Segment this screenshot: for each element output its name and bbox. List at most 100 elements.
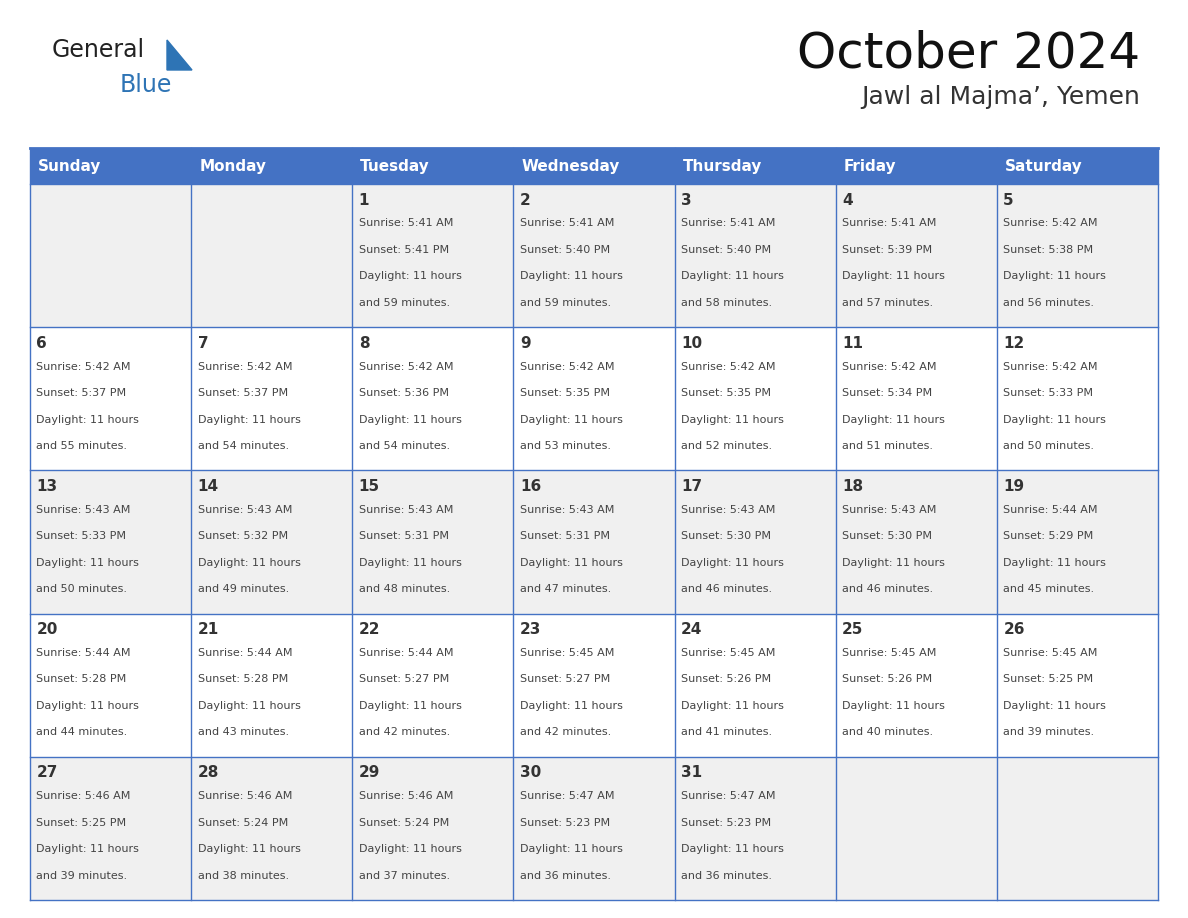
Text: Sunset: 5:25 PM: Sunset: 5:25 PM (1004, 675, 1093, 685)
Text: Sunset: 5:31 PM: Sunset: 5:31 PM (359, 532, 449, 542)
Text: Daylight: 11 hours: Daylight: 11 hours (359, 272, 462, 281)
Text: Sunrise: 5:42 AM: Sunrise: 5:42 AM (37, 362, 131, 372)
Text: Sunrise: 5:41 AM: Sunrise: 5:41 AM (359, 218, 453, 229)
Text: Daylight: 11 hours: Daylight: 11 hours (197, 701, 301, 711)
Text: and 50 minutes.: and 50 minutes. (37, 584, 127, 594)
Text: Daylight: 11 hours: Daylight: 11 hours (1004, 272, 1106, 281)
Text: Daylight: 11 hours: Daylight: 11 hours (359, 558, 462, 567)
Text: and 54 minutes.: and 54 minutes. (197, 441, 289, 451)
Text: 31: 31 (681, 766, 702, 780)
Bar (997, 613, 1158, 756)
Text: Sunrise: 5:42 AM: Sunrise: 5:42 AM (1004, 218, 1098, 229)
Text: Wednesday: Wednesday (522, 159, 620, 174)
Text: Sunrise: 5:43 AM: Sunrise: 5:43 AM (37, 505, 131, 515)
Text: Sunset: 5:24 PM: Sunset: 5:24 PM (359, 818, 449, 828)
Bar (353, 327, 513, 470)
Text: Sunset: 5:29 PM: Sunset: 5:29 PM (1004, 532, 1093, 542)
Text: 11: 11 (842, 336, 864, 351)
Text: Sunset: 5:25 PM: Sunset: 5:25 PM (37, 818, 127, 828)
Text: Sunrise: 5:42 AM: Sunrise: 5:42 AM (842, 362, 936, 372)
Text: 16: 16 (520, 479, 541, 494)
Text: Sunrise: 5:41 AM: Sunrise: 5:41 AM (842, 218, 936, 229)
Text: Daylight: 11 hours: Daylight: 11 hours (520, 558, 623, 567)
Text: Saturday: Saturday (1005, 159, 1082, 174)
Text: Sunset: 5:33 PM: Sunset: 5:33 PM (37, 532, 126, 542)
Bar (675, 756, 835, 900)
Text: Sunset: 5:37 PM: Sunset: 5:37 PM (37, 388, 127, 398)
Text: and 42 minutes.: and 42 minutes. (520, 727, 611, 737)
Text: Sunrise: 5:42 AM: Sunrise: 5:42 AM (520, 362, 614, 372)
Bar (30, 184, 191, 327)
Text: Daylight: 11 hours: Daylight: 11 hours (520, 845, 623, 854)
Text: and 47 minutes.: and 47 minutes. (520, 584, 611, 594)
Bar (353, 148, 513, 184)
Text: October 2024: October 2024 (797, 30, 1140, 78)
Text: Daylight: 11 hours: Daylight: 11 hours (520, 701, 623, 711)
Text: 28: 28 (197, 766, 219, 780)
Bar (675, 184, 835, 327)
Text: Daylight: 11 hours: Daylight: 11 hours (359, 701, 462, 711)
Text: 27: 27 (37, 766, 58, 780)
Text: Daylight: 11 hours: Daylight: 11 hours (197, 845, 301, 854)
Bar (675, 470, 835, 613)
Text: Sunset: 5:38 PM: Sunset: 5:38 PM (1004, 245, 1093, 255)
Text: Sunrise: 5:45 AM: Sunrise: 5:45 AM (681, 648, 776, 658)
Text: 24: 24 (681, 622, 702, 637)
Bar (353, 470, 513, 613)
Text: 1: 1 (359, 193, 369, 207)
Text: Sunset: 5:23 PM: Sunset: 5:23 PM (681, 818, 771, 828)
Text: 22: 22 (359, 622, 380, 637)
Text: Sunrise: 5:41 AM: Sunrise: 5:41 AM (681, 218, 776, 229)
Text: Daylight: 11 hours: Daylight: 11 hours (1004, 701, 1106, 711)
Bar (835, 613, 997, 756)
Text: 6: 6 (37, 336, 48, 351)
Text: 26: 26 (1004, 622, 1025, 637)
Text: Sunset: 5:28 PM: Sunset: 5:28 PM (37, 675, 127, 685)
Text: Daylight: 11 hours: Daylight: 11 hours (842, 272, 944, 281)
Text: Sunrise: 5:43 AM: Sunrise: 5:43 AM (842, 505, 936, 515)
Text: Sunday: Sunday (38, 159, 101, 174)
Text: Daylight: 11 hours: Daylight: 11 hours (681, 701, 784, 711)
Text: Daylight: 11 hours: Daylight: 11 hours (197, 558, 301, 567)
Bar (997, 184, 1158, 327)
Text: Sunset: 5:32 PM: Sunset: 5:32 PM (197, 532, 287, 542)
Text: Sunset: 5:40 PM: Sunset: 5:40 PM (520, 245, 609, 255)
Text: and 46 minutes.: and 46 minutes. (681, 584, 772, 594)
Text: Sunrise: 5:42 AM: Sunrise: 5:42 AM (359, 362, 454, 372)
Text: Friday: Friday (843, 159, 897, 174)
Text: and 50 minutes.: and 50 minutes. (1004, 441, 1094, 451)
Text: Sunrise: 5:43 AM: Sunrise: 5:43 AM (359, 505, 453, 515)
Bar (513, 327, 675, 470)
Text: and 41 minutes.: and 41 minutes. (681, 727, 772, 737)
Text: 5: 5 (1004, 193, 1013, 207)
Bar (997, 327, 1158, 470)
Bar (835, 148, 997, 184)
Bar (30, 327, 191, 470)
Text: Monday: Monday (200, 159, 266, 174)
Bar (513, 148, 675, 184)
Text: Sunset: 5:30 PM: Sunset: 5:30 PM (681, 532, 771, 542)
Text: Daylight: 11 hours: Daylight: 11 hours (520, 415, 623, 424)
Text: and 43 minutes.: and 43 minutes. (197, 727, 289, 737)
Bar (675, 327, 835, 470)
Text: Sunrise: 5:44 AM: Sunrise: 5:44 AM (359, 648, 454, 658)
Text: 18: 18 (842, 479, 864, 494)
Text: 29: 29 (359, 766, 380, 780)
Text: Sunset: 5:37 PM: Sunset: 5:37 PM (197, 388, 287, 398)
Text: Sunrise: 5:42 AM: Sunrise: 5:42 AM (1004, 362, 1098, 372)
Text: and 36 minutes.: and 36 minutes. (681, 870, 772, 880)
Text: Sunset: 5:23 PM: Sunset: 5:23 PM (520, 818, 609, 828)
Text: Sunset: 5:40 PM: Sunset: 5:40 PM (681, 245, 771, 255)
Text: Sunset: 5:39 PM: Sunset: 5:39 PM (842, 245, 933, 255)
Text: 2: 2 (520, 193, 531, 207)
Bar (835, 184, 997, 327)
Text: 3: 3 (681, 193, 691, 207)
Text: Daylight: 11 hours: Daylight: 11 hours (197, 415, 301, 424)
Text: and 59 minutes.: and 59 minutes. (359, 297, 450, 308)
Bar (191, 327, 353, 470)
Text: Sunrise: 5:47 AM: Sunrise: 5:47 AM (681, 791, 776, 801)
Text: and 39 minutes.: and 39 minutes. (1004, 727, 1094, 737)
Text: Sunrise: 5:46 AM: Sunrise: 5:46 AM (37, 791, 131, 801)
Text: 17: 17 (681, 479, 702, 494)
Text: Daylight: 11 hours: Daylight: 11 hours (681, 415, 784, 424)
